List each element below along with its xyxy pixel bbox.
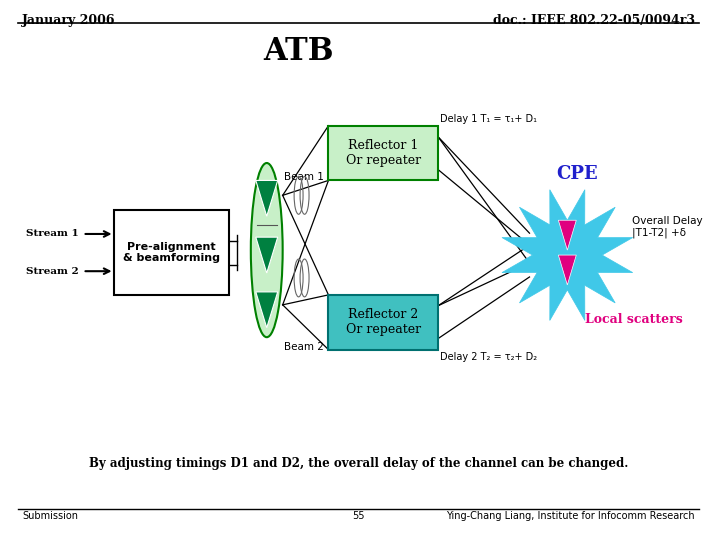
Polygon shape xyxy=(559,220,576,250)
Text: ATB: ATB xyxy=(264,36,334,67)
Text: January 2006: January 2006 xyxy=(22,14,115,27)
Ellipse shape xyxy=(251,163,283,337)
Text: Submission: Submission xyxy=(22,511,78,521)
Polygon shape xyxy=(256,292,278,328)
Polygon shape xyxy=(256,237,278,273)
Polygon shape xyxy=(502,190,633,320)
Polygon shape xyxy=(559,255,576,285)
Text: doc.: IEEE 802.22-05/0094r3: doc.: IEEE 802.22-05/0094r3 xyxy=(492,14,695,27)
Text: Overall Delay
|T1-T2| +δ: Overall Delay |T1-T2| +δ xyxy=(632,216,703,238)
Polygon shape xyxy=(256,180,278,216)
Text: By adjusting timings D1 and D2, the overall delay of the channel can be changed.: By adjusting timings D1 and D2, the over… xyxy=(89,457,628,470)
Text: Reflector 1
Or repeater: Reflector 1 Or repeater xyxy=(346,139,420,167)
FancyBboxPatch shape xyxy=(114,210,229,295)
Text: Pre-alignment
& beamforming: Pre-alignment & beamforming xyxy=(123,242,220,264)
Text: Local scatters: Local scatters xyxy=(585,313,683,326)
Text: Ying-Chang Liang, Institute for Infocomm Research: Ying-Chang Liang, Institute for Infocomm… xyxy=(446,511,695,521)
Text: CPE: CPE xyxy=(557,165,598,184)
Text: Delay 1 T₁ = τ₁+ D₁: Delay 1 T₁ = τ₁+ D₁ xyxy=(440,114,537,124)
Text: Stream 1: Stream 1 xyxy=(26,230,78,239)
FancyBboxPatch shape xyxy=(328,126,438,180)
Text: Delay 2 T₂ = τ₂+ D₂: Delay 2 T₂ = τ₂+ D₂ xyxy=(440,352,537,362)
Text: 55: 55 xyxy=(352,511,364,521)
Text: Reflector 2
Or repeater: Reflector 2 Or repeater xyxy=(346,308,420,336)
Text: Beam 1: Beam 1 xyxy=(284,172,323,183)
Text: Beam 2: Beam 2 xyxy=(284,342,323,352)
Text: Stream 2: Stream 2 xyxy=(26,267,78,276)
FancyBboxPatch shape xyxy=(328,295,438,349)
